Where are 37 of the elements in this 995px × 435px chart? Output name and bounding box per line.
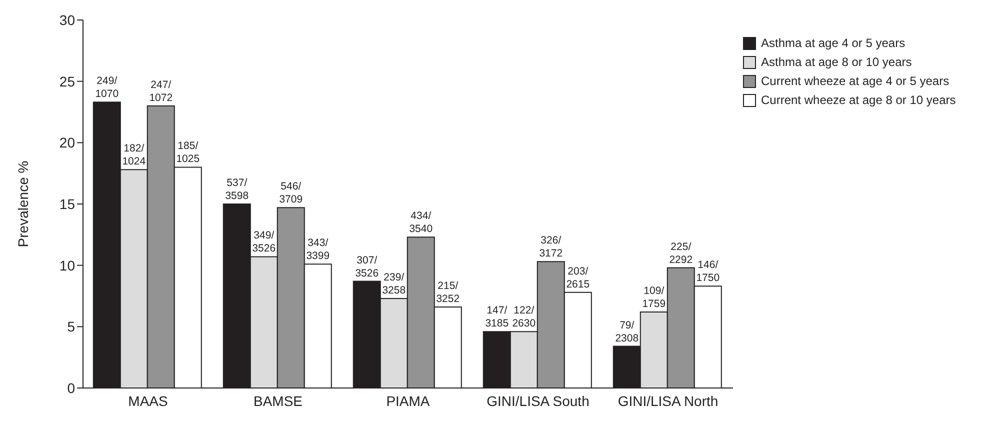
data-label: 307/3526 (355, 254, 379, 280)
data-label: 147/3185 (485, 304, 509, 330)
x-tick-label: PIAMA (386, 392, 430, 409)
data-label: 79/2308 (615, 319, 639, 344)
y-tick-label: 30 (59, 12, 76, 28)
y-axis-title: Prevalence % (14, 160, 31, 248)
data-label: 215/3252 (436, 280, 460, 306)
y-tick-label: 15 (59, 196, 76, 212)
legend-label: Asthma at age 8 or 10 years (761, 55, 912, 69)
data-label: 434/3540 (409, 210, 433, 236)
data-label: 537/3598 (225, 177, 249, 202)
data-label: 203/2615 (566, 265, 590, 290)
data-label: 146/1750 (696, 259, 720, 284)
data-label: 185/1025 (176, 140, 200, 166)
y-tick-label: 10 (59, 257, 76, 274)
data-label: 249/1070 (95, 75, 119, 100)
legend-label: Asthma at age 4 or 5 years (761, 36, 906, 50)
legend-label: Current wheeze at age 8 or 10 years (761, 93, 956, 107)
data-label: 343/3399 (306, 237, 330, 262)
x-tick-label: MAAS (128, 392, 168, 409)
data-label: 546/3709 (279, 180, 303, 206)
y-tick-label: 20 (59, 134, 76, 151)
data-label: 247/1072 (149, 78, 173, 104)
data-label: 326/3172 (539, 234, 563, 260)
data-label: 349/3526 (252, 230, 276, 255)
data-label: 122/2630 (512, 304, 536, 330)
data-label: 109/1759 (642, 284, 666, 310)
y-tick-label: 5 (67, 318, 76, 335)
x-tick-label: GINI/LISA South (486, 392, 590, 409)
x-tick-label: BAMSE (253, 392, 303, 409)
data-label: 239/3258 (382, 271, 406, 296)
data-label: 225/2292 (669, 240, 693, 266)
y-tick-label: 25 (59, 73, 76, 90)
x-tick-label: GINI/LISA North (618, 392, 718, 409)
legend-label: Current wheeze at age 4 or 5 years (761, 74, 950, 88)
y-tick-label: 0 (67, 380, 76, 396)
data-label: 182/1024 (122, 142, 146, 168)
